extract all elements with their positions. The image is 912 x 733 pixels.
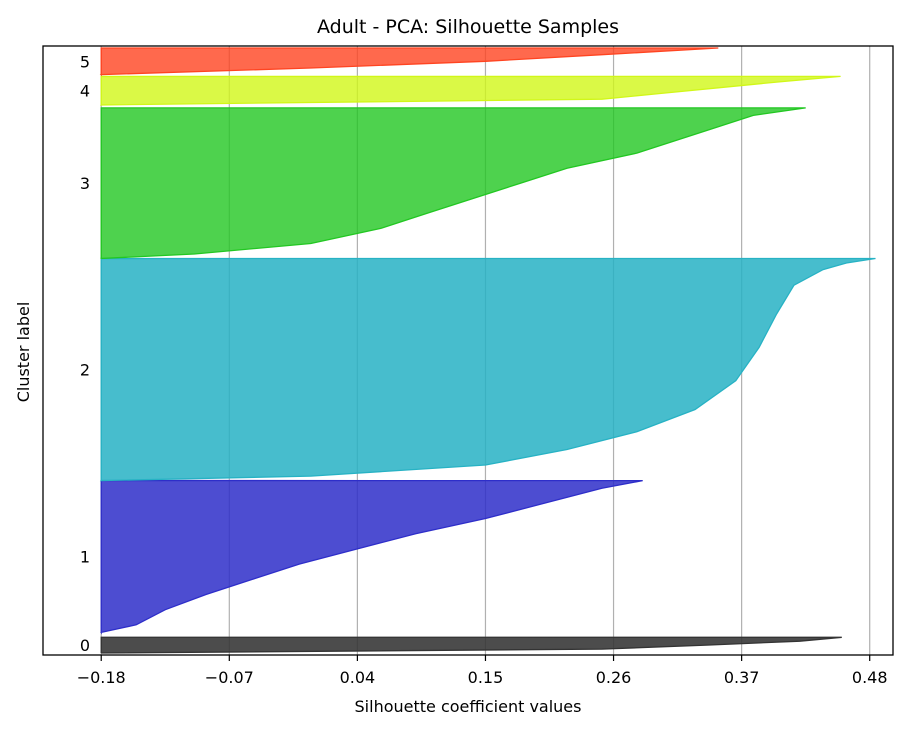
cluster-label-1: 1 bbox=[80, 548, 90, 567]
x-axis-ticks: −0.18 −0.07 0.04 0.15 0.26 0.37 0.48 bbox=[77, 655, 888, 687]
x-axis-title: Silhouette coefficient values bbox=[355, 697, 582, 716]
x-tick-label: −0.07 bbox=[205, 668, 254, 687]
cluster-label-2: 2 bbox=[80, 361, 90, 380]
y-axis-cluster-labels: 0 1 2 3 4 5 bbox=[80, 52, 90, 655]
cluster-3-area bbox=[100, 107, 806, 260]
x-tick-label: 0.48 bbox=[852, 668, 888, 687]
cluster-label-0: 0 bbox=[80, 636, 90, 655]
cluster-label-3: 3 bbox=[80, 174, 90, 193]
cluster-2-area bbox=[99, 257, 876, 482]
x-tick-label: 0.37 bbox=[724, 668, 760, 687]
cluster-areas bbox=[99, 47, 876, 654]
cluster-label-5: 5 bbox=[80, 52, 90, 71]
x-tick-label: −0.18 bbox=[77, 668, 126, 687]
cluster-4-area bbox=[100, 75, 841, 106]
y-axis-title: Cluster label bbox=[14, 302, 33, 403]
cluster-1-area bbox=[100, 479, 643, 635]
chart-title: Adult - PCA: Silhouette Samples bbox=[317, 16, 619, 38]
cluster-0-area bbox=[100, 636, 842, 654]
x-tick-label: 0.04 bbox=[340, 668, 376, 687]
x-tick-label: 0.15 bbox=[468, 668, 504, 687]
cluster-label-4: 4 bbox=[80, 82, 90, 101]
x-tick-label: 0.26 bbox=[596, 668, 632, 687]
plot-frame bbox=[42, 45, 894, 656]
cluster-5-area bbox=[99, 47, 719, 77]
